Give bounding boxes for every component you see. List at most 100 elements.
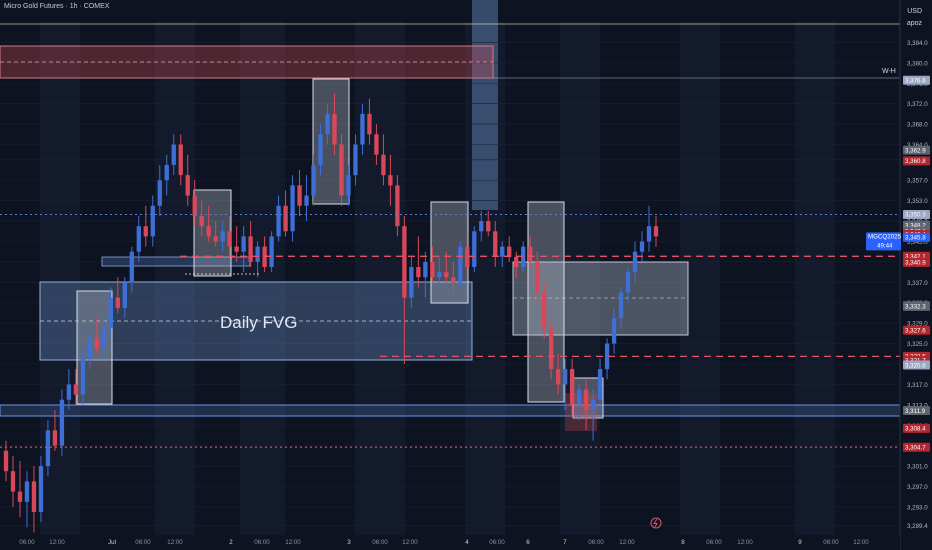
price-tag-text: 3,376.6 (905, 77, 926, 84)
candle-body (255, 246, 260, 262)
x-tick-label: 12:00 (402, 539, 418, 546)
x-tick-label: 8 (681, 539, 685, 546)
candle-body (164, 164, 169, 181)
candle-body (157, 180, 162, 206)
candle-body (346, 175, 351, 196)
candle-body (311, 164, 316, 196)
x-tick-label: 9 (798, 539, 802, 546)
candle-body (535, 261, 540, 293)
candle-body (45, 430, 51, 467)
currency-label: USD apoz (907, 6, 922, 30)
candle-body (583, 389, 589, 410)
candle-body (192, 195, 197, 216)
weekly-high-label: W-H (882, 68, 896, 75)
candle-body (325, 113, 330, 135)
session-band (240, 22, 285, 535)
x-tick-label: 06:00 (588, 539, 604, 546)
highlight-column (472, 0, 498, 210)
session-band (560, 22, 600, 535)
unit-label: apoz (906, 20, 922, 27)
candle-body (185, 175, 190, 196)
candle-body (562, 369, 568, 385)
order-block (193, 189, 232, 277)
x-tick-label: 3 (347, 539, 351, 546)
session-band (155, 22, 195, 535)
price-tag (903, 75, 930, 85)
y-tick-label: 3,345.0 (907, 239, 928, 246)
x-tick-label: 06:00 (135, 539, 151, 546)
symbol-tag-text: MGCQ2025 (868, 233, 902, 240)
x-tick-label: 06:00 (254, 539, 270, 546)
price-tag-text: 3,342.1 (905, 254, 926, 261)
x-tick-label: 12:00 (737, 539, 753, 546)
candle-body (388, 175, 393, 186)
x-tick-label: 06:00 (489, 539, 505, 546)
candle-body (38, 466, 44, 513)
candle-body (24, 481, 30, 502)
chart-title: Micro Gold Futures · 1h · COMEX (4, 3, 110, 10)
candle-body (604, 343, 610, 370)
fvg-label: Daily FVG (220, 313, 297, 332)
candle-body (590, 399, 596, 410)
candle-body (416, 267, 421, 278)
candle-body (381, 154, 386, 176)
currency-code: USD (907, 8, 922, 15)
x-tick-label: 06:00 (372, 539, 388, 546)
candle-body (500, 246, 505, 257)
y-tick-label: 3,368.0 (907, 122, 928, 129)
candle-body (632, 251, 638, 273)
candle-body (10, 471, 16, 492)
candle-body (507, 246, 512, 257)
candle-body (304, 195, 309, 206)
candle-body (576, 389, 582, 405)
x-tick-label: 06:00 (19, 539, 35, 546)
y-tick-label: 3,337.0 (907, 280, 928, 287)
candle-body (360, 113, 365, 145)
candle-body (444, 272, 449, 278)
candle-body (290, 185, 295, 232)
price-tag (903, 257, 930, 267)
time-axis-bg (0, 535, 900, 550)
candle-body (283, 205, 288, 232)
candle-body (653, 226, 659, 237)
candle-body (248, 236, 253, 262)
candle-body (625, 272, 631, 293)
candle-body (353, 144, 358, 176)
candle-body (493, 231, 498, 257)
candle-body (269, 236, 274, 268)
y-tick-label: 3,317.0 (907, 382, 928, 389)
price-tag (903, 209, 930, 219)
y-tick-label: 3,353.0 (907, 198, 928, 205)
x-tick-label: 6 (526, 539, 530, 546)
candle-body (59, 399, 65, 446)
candle-body (458, 246, 463, 283)
price-tag-text: 3,308.4 (905, 426, 926, 433)
candle-body (297, 185, 302, 206)
candle-body (66, 384, 72, 400)
y-tick-label: 3,380.0 (907, 60, 928, 67)
y-tick-label: 3,364.0 (907, 142, 928, 149)
candle-body (227, 231, 232, 247)
price-tag-text: 3,345.8 (905, 235, 926, 242)
price-tag (903, 405, 930, 415)
timer-text: 49:44 (877, 242, 893, 249)
candle-body (31, 481, 37, 513)
candle-body (199, 215, 204, 227)
price-tag-text: 3,327.6 (905, 328, 926, 335)
x-tick-label: 12:00 (619, 539, 635, 546)
candle-body (143, 226, 148, 237)
price-tag (903, 145, 930, 155)
price-axis-bg (900, 0, 932, 550)
candle-body (402, 226, 407, 298)
candle-body (521, 246, 526, 268)
y-tick-label: 3,297.0 (907, 484, 928, 491)
candle-body (332, 113, 337, 145)
candle-body (395, 185, 400, 227)
x-tick-label: 12:00 (167, 539, 183, 546)
candle-body (409, 267, 414, 298)
candle-body (374, 134, 379, 155)
price-tag (903, 423, 930, 433)
x-tick-label: 12:00 (49, 539, 65, 546)
candle-body (618, 292, 624, 319)
